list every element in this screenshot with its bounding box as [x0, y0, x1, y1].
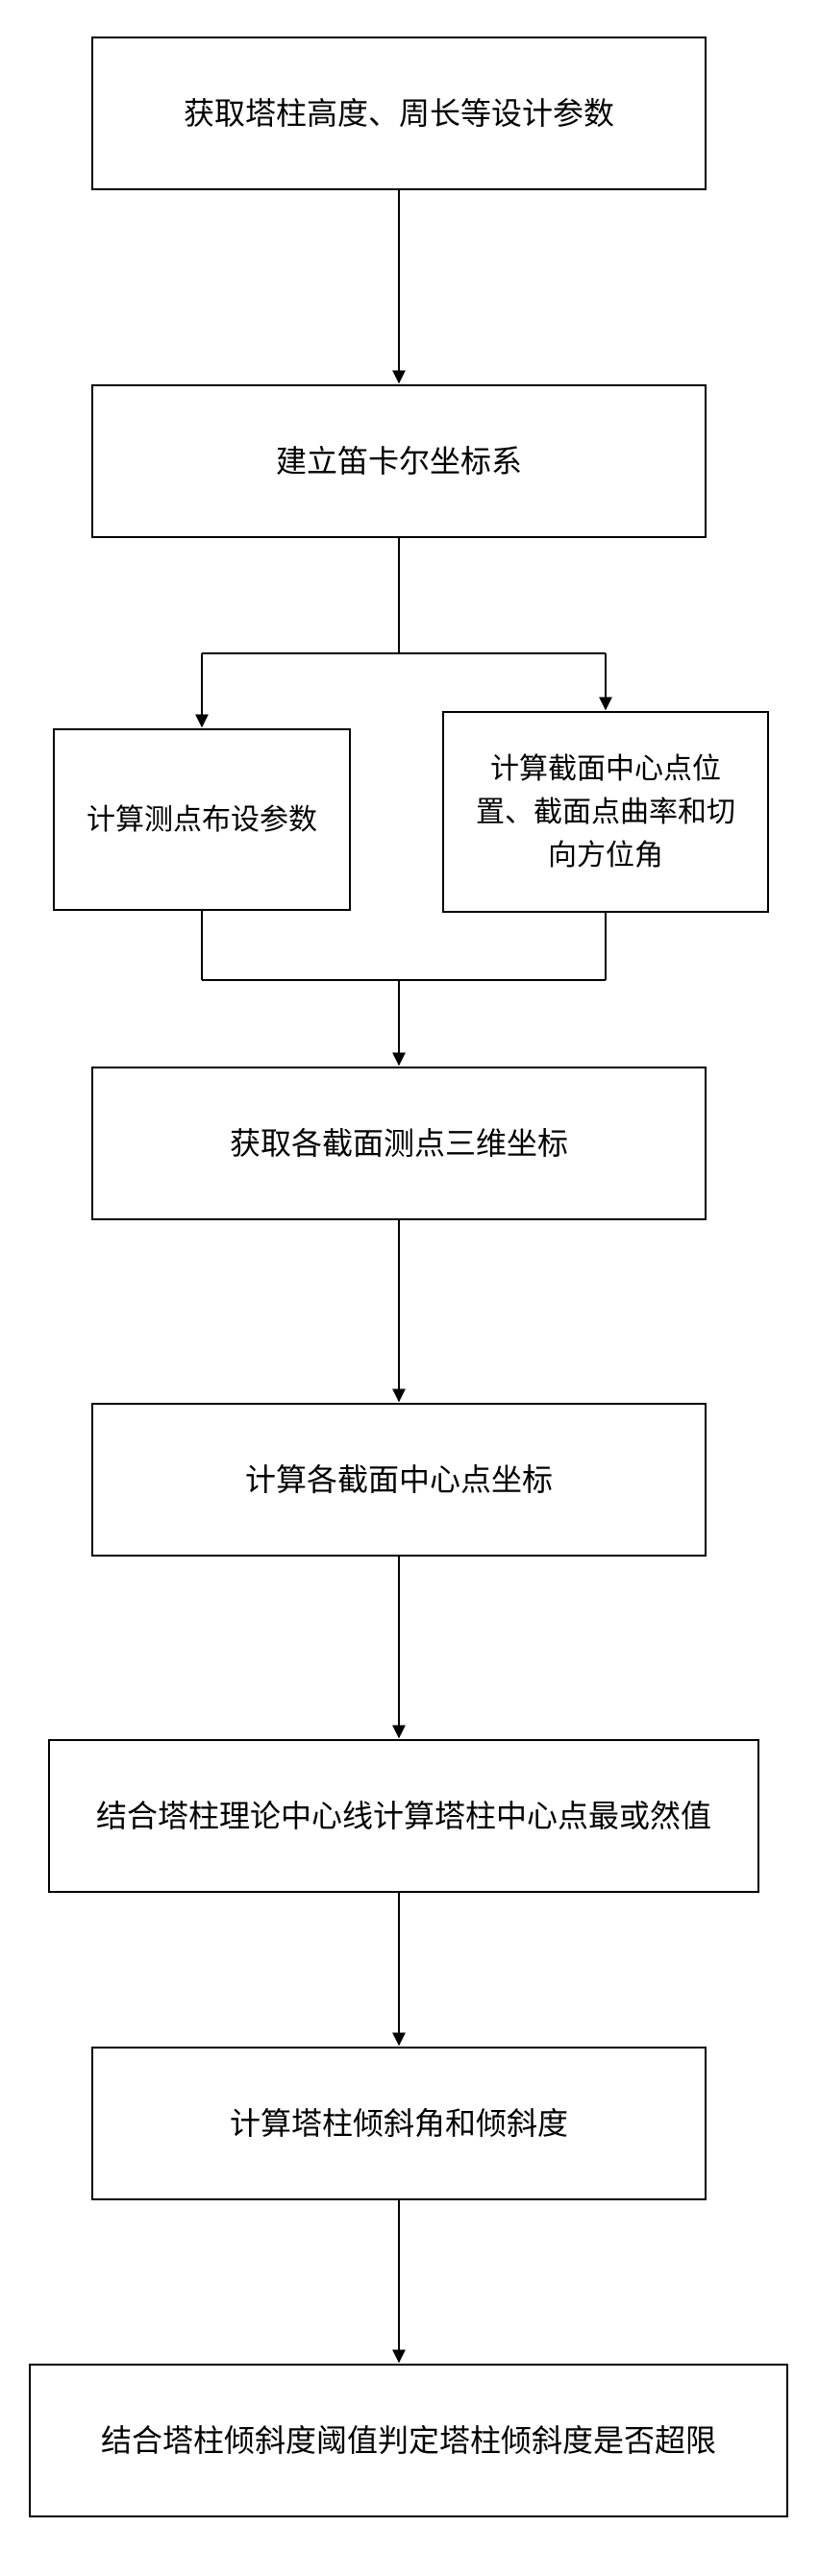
node-n1: 获取塔柱高度、周长等设计参数: [91, 37, 707, 190]
node-label: 计算各截面中心点坐标: [245, 1457, 553, 1503]
node-label: 获取各截面测点三维坐标: [230, 1120, 568, 1166]
flowchart-canvas: 获取塔柱高度、周长等设计参数 建立笛卡尔坐标系 计算测点布设参数 计算截面中心点…: [0, 0, 819, 2576]
node-label: 计算塔柱倾斜角和倾斜度: [230, 2100, 568, 2147]
node-label: 结合塔柱理论中心线计算塔柱中心点最或然值: [96, 1793, 711, 1839]
node-n9: 结合塔柱倾斜度阈值判定塔柱倾斜度是否超限: [29, 2364, 788, 2517]
node-label: 获取塔柱高度、周长等设计参数: [184, 90, 614, 136]
node-label: 结合塔柱倾斜度阈值判定塔柱倾斜度是否超限: [101, 2417, 716, 2464]
node-label: 计算截面中心点位置、截面点曲率和切向方位角: [463, 748, 748, 877]
node-label: 计算测点布设参数: [87, 798, 317, 842]
node-n8: 计算塔柱倾斜角和倾斜度: [91, 2047, 707, 2200]
node-n5: 获取各截面测点三维坐标: [91, 1067, 707, 1220]
node-n4: 计算截面中心点位置、截面点曲率和切向方位角: [442, 711, 769, 913]
node-n7: 结合塔柱理论中心线计算塔柱中心点最或然值: [48, 1739, 759, 1893]
node-label: 建立笛卡尔坐标系: [276, 438, 522, 484]
node-n2: 建立笛卡尔坐标系: [91, 384, 707, 538]
node-n3: 计算测点布设参数: [53, 728, 351, 911]
node-n6: 计算各截面中心点坐标: [91, 1403, 707, 1557]
